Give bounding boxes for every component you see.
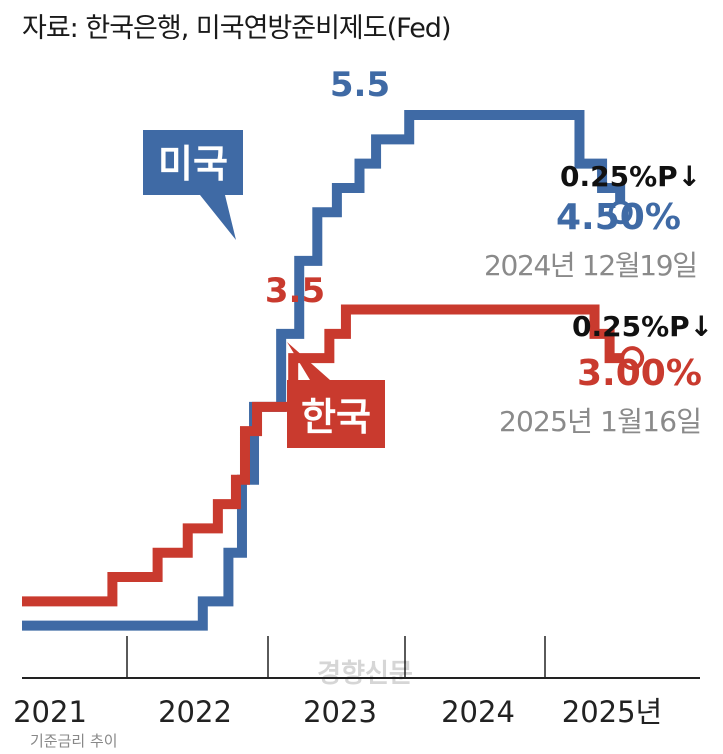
kr-series-label: 한국 — [301, 395, 371, 439]
x-tick-label: 2023 — [303, 695, 377, 729]
us-end-date: 2024년 12월19일 — [484, 249, 698, 282]
us-rate-line — [22, 110, 626, 631]
us-change-label: 0.25%P↓ — [560, 160, 701, 193]
us-callout: 미국 — [143, 130, 243, 240]
kr-change-label: 0.25%P↓ — [572, 310, 713, 343]
x-tick-label: 2022 — [158, 695, 232, 729]
kr-rate-line — [22, 304, 633, 607]
x-tick-label: 2025년 — [562, 695, 662, 729]
x-tick-label: 2024 — [441, 695, 515, 729]
us-peak-label: 5.5 — [330, 65, 390, 105]
watermark: 경향신문 — [317, 659, 413, 689]
kr-callout: 한국 — [287, 342, 385, 448]
kr-end-marker — [620, 346, 645, 371]
us-series-label: 미국 — [158, 142, 228, 186]
x-tick-label: 2021 — [13, 695, 87, 729]
us-end-marker — [608, 200, 633, 225]
chart-caption: 기준금리 추이 — [30, 732, 118, 750]
kr-end-date: 2025년 1월16일 — [499, 405, 702, 438]
source-note: 자료: 한국은행, 미국연방준비제도(Fed) — [22, 13, 451, 44]
us-end-label: 4.50% — [556, 197, 681, 238]
kr-peak-label: 3.5 — [265, 271, 325, 311]
kr-end-label: 3.00% — [577, 353, 702, 394]
